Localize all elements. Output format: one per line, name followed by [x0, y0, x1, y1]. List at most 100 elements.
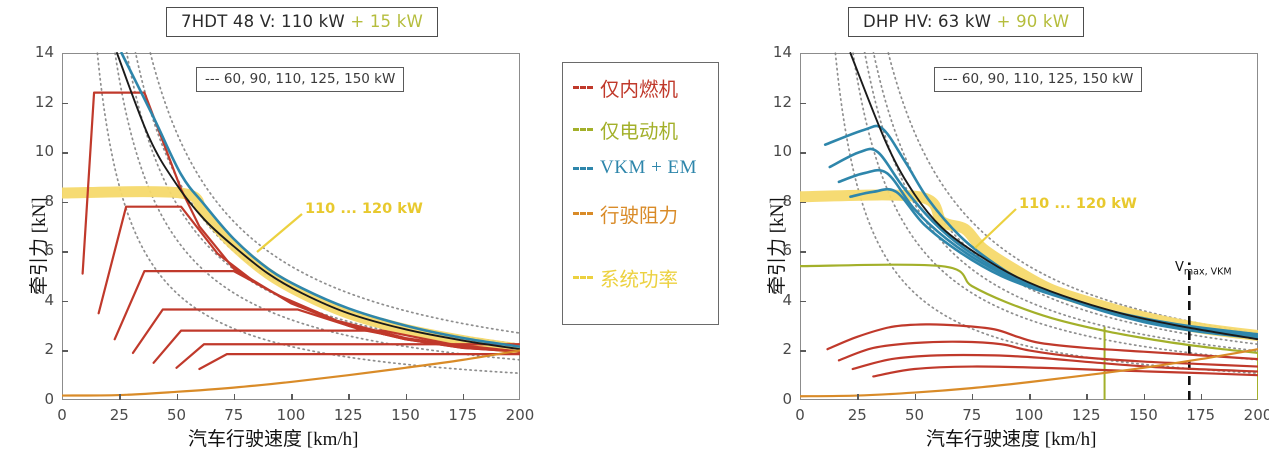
- x-tickmark: [405, 394, 407, 400]
- x-tickmark: [119, 394, 121, 400]
- vmax-subscript: max, VKM: [1183, 266, 1232, 278]
- x-tick-label: 0: [57, 406, 67, 424]
- x-tickmark: [233, 394, 236, 400]
- x-tick-label: 0: [795, 406, 805, 424]
- x-tick-label: 75: [962, 406, 982, 424]
- legend-item-2[interactable]: VKM + EM: [573, 157, 697, 179]
- y-tickmark: [800, 300, 806, 303]
- x-tick-label: 150: [1129, 406, 1158, 424]
- right-title-main: DHP HV: 63 kW: [863, 12, 992, 31]
- legend-item-label: 仅内燃机: [600, 80, 679, 101]
- legend-dash-icon: [573, 128, 593, 131]
- left-inner-legend: --- 60, 90, 110, 125, 150 kW: [196, 67, 405, 92]
- legend-item-label: VKM + EM: [600, 157, 698, 178]
- annotation-leader-line: [256, 213, 303, 253]
- y-tick-label: 6: [44, 241, 54, 260]
- x-tickmark: [1200, 394, 1203, 400]
- data-curve: [872, 365, 1258, 378]
- curves-group: [62, 52, 520, 397]
- data-curve: [120, 52, 520, 349]
- y-tickmark: [800, 201, 806, 204]
- data-curve: [851, 353, 1258, 373]
- legend-item-4[interactable]: 系统功率: [573, 263, 678, 292]
- x-tick-label: 25: [109, 406, 129, 424]
- y-tickmark: [62, 350, 68, 352]
- x-tick-label: 125: [1071, 406, 1101, 424]
- y-tickmark: [800, 350, 806, 352]
- y-tickmark: [800, 102, 806, 105]
- data-curve: [198, 353, 520, 371]
- left-chart-title: 7HDT 48 V: 110 kW + 15 kW: [166, 7, 438, 37]
- x-tickmark: [971, 394, 974, 400]
- legend-item-1[interactable]: 仅电动机: [573, 115, 678, 144]
- y-tick-label: 2: [782, 340, 792, 359]
- left-x-axis-title: 汽车行驶速度 [km/h]: [188, 429, 359, 450]
- right-power-annotation: 110 ... 120 kW: [1019, 196, 1137, 212]
- right-title-accent: + 90 kW: [996, 12, 1070, 31]
- y-tickmark: [800, 152, 806, 154]
- x-tick-label: 200: [505, 406, 535, 424]
- left-power-annotation: 110 ... 120 kW: [305, 201, 423, 217]
- vmax-vkm-label: Vmax, VKM: [1175, 260, 1232, 278]
- data-curve: [81, 91, 520, 353]
- data-curve: [152, 329, 520, 364]
- y-tick-label: 12: [772, 92, 792, 111]
- x-tick-label: 125: [333, 406, 363, 424]
- iso-power-curve: [834, 52, 1258, 375]
- legend-item-label: 行驶阻力: [600, 206, 679, 227]
- curves-group: [800, 52, 1258, 400]
- data-curve: [175, 343, 520, 369]
- main-legend: 仅内燃机仅电动机 VKM + EM 行驶阻力系统功率: [562, 62, 719, 325]
- y-tick-label: 10: [772, 142, 792, 161]
- x-tickmark: [176, 394, 178, 400]
- y-tick-label: 4: [782, 290, 792, 309]
- system-power-band: [62, 186, 520, 355]
- y-tickmark: [62, 201, 68, 204]
- y-tickmark: [62, 300, 68, 303]
- annotation-leader-line: [974, 208, 1017, 249]
- data-curve: [849, 52, 1258, 341]
- x-tickmark: [291, 394, 293, 400]
- x-tick-label: 25: [847, 406, 867, 424]
- x-tick-label: 200: [1243, 406, 1269, 424]
- x-tick-label: 175: [1186, 406, 1216, 424]
- right-chart-canvas: [800, 52, 1258, 400]
- x-tickmark: [1086, 394, 1088, 400]
- x-tick-label: 175: [448, 406, 478, 424]
- x-tick-label: 150: [391, 406, 420, 424]
- left-title-accent: + 15 kW: [350, 12, 423, 31]
- data-curve: [800, 263, 1258, 355]
- x-tickmark: [348, 394, 350, 400]
- data-curve: [116, 52, 520, 351]
- y-tick-label: 4: [44, 290, 54, 309]
- panel-right: DHP HV: 63 kW + 90 kW --- 60, 90, 110, 1…: [738, 0, 1269, 465]
- panel-left: 7HDT 48 V: 110 kW + 15 kW --- 60, 90, 11…: [0, 0, 545, 465]
- data-curve: [828, 147, 1258, 339]
- y-tickmark: [62, 251, 68, 253]
- x-tickmark: [1029, 394, 1031, 400]
- x-tick-label: 75: [224, 406, 244, 424]
- right-inner-legend: --- 60, 90, 110, 125, 150 kW: [934, 67, 1143, 92]
- legend-item-0[interactable]: 仅内燃机: [573, 73, 678, 102]
- y-tick-label: 12: [34, 92, 54, 111]
- x-tick-label: 100: [276, 406, 306, 424]
- y-tick-label: 6: [782, 241, 792, 260]
- y-tick-label: 8: [782, 191, 792, 210]
- legend-item-label: 系统功率: [600, 270, 679, 291]
- x-tickmark: [914, 394, 916, 400]
- y-tickmark: [800, 251, 806, 253]
- legend-dash-icon: [573, 86, 593, 89]
- y-tick-label: 14: [772, 43, 792, 61]
- vmax-letter: V: [1175, 260, 1184, 275]
- legend-item-3[interactable]: 行驶阻力: [573, 199, 678, 228]
- y-tick-label: 0: [782, 390, 792, 408]
- legend-item-label: 仅电动机: [600, 122, 679, 143]
- iso-power-curve: [852, 52, 1258, 361]
- iso-power-curve: [149, 52, 520, 334]
- y-tickmark: [62, 102, 68, 105]
- x-tickmark: [857, 394, 859, 400]
- data-curve: [62, 349, 520, 397]
- data-curve: [826, 323, 1258, 361]
- y-tick-label: 2: [44, 340, 54, 359]
